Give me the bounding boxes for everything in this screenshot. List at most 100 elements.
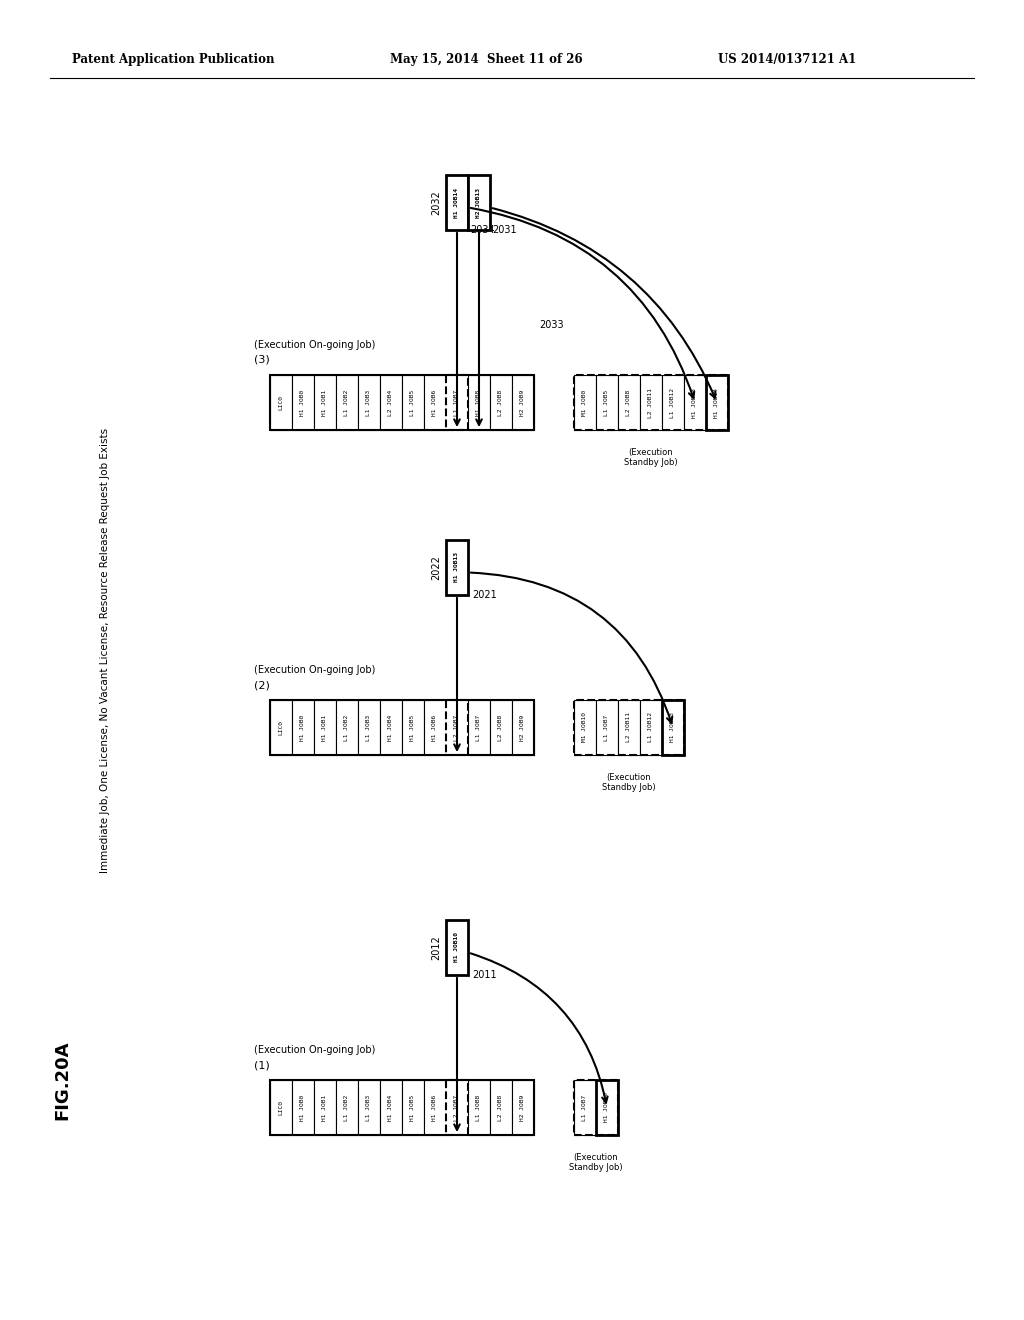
Bar (446, 700, 468, 755)
Text: H1 JOB6: H1 JOB6 (432, 389, 437, 416)
Text: (Execution
Standby Job): (Execution Standby Job) (625, 447, 678, 467)
Text: H1 JOB5: H1 JOB5 (411, 1094, 416, 1121)
Bar (292, 1080, 314, 1135)
Text: US 2014/0137121 A1: US 2014/0137121 A1 (718, 54, 856, 66)
Bar (358, 700, 380, 755)
Bar (292, 375, 314, 430)
Text: (2): (2) (254, 680, 270, 690)
Bar (314, 700, 336, 755)
Text: L1 JOB3: L1 JOB3 (367, 389, 372, 416)
Text: H1 JOB1: H1 JOB1 (323, 1094, 328, 1121)
Bar (424, 1080, 446, 1135)
Text: L2 JOB8: L2 JOB8 (499, 389, 504, 416)
Text: 2012: 2012 (431, 935, 441, 960)
Text: L1 JOB7: L1 JOB7 (455, 389, 460, 416)
Text: L1 JOB2: L1 JOB2 (344, 714, 349, 741)
Text: (1): (1) (254, 1060, 269, 1071)
Text: H1 JOB6: H1 JOB6 (432, 1094, 437, 1121)
Bar (468, 375, 490, 430)
Text: L1 JOB3: L1 JOB3 (367, 1094, 372, 1121)
Text: H1 JOB13: H1 JOB13 (692, 388, 697, 417)
Bar (270, 1080, 534, 1135)
Text: M1 JOB0: M1 JOB0 (583, 389, 588, 416)
Bar (380, 1080, 402, 1135)
Bar (662, 700, 684, 755)
Bar (574, 700, 596, 755)
Bar (270, 700, 534, 755)
Bar (446, 540, 468, 595)
Text: H1 JOB14: H1 JOB14 (715, 388, 720, 417)
Bar (618, 700, 640, 755)
Bar (512, 700, 534, 755)
Bar (468, 700, 490, 755)
Text: L2 JOB11: L2 JOB11 (627, 713, 632, 742)
Text: 2032: 2032 (431, 190, 441, 215)
Text: (Execution
Standby Job): (Execution Standby Job) (602, 774, 655, 792)
Text: L1 JOB3: L1 JOB3 (367, 714, 372, 741)
Bar (706, 375, 728, 430)
Bar (314, 1080, 336, 1135)
Text: L1 JOB2: L1 JOB2 (344, 1094, 349, 1121)
Text: H1 JOB0: H1 JOB0 (300, 1094, 305, 1121)
Bar (596, 1080, 618, 1135)
Bar (270, 700, 292, 755)
Text: H2 JOB9: H2 JOB9 (520, 1094, 525, 1121)
Bar (640, 375, 662, 430)
Text: H1 JOB6: H1 JOB6 (432, 714, 437, 741)
Text: (Execution On-going Job): (Execution On-going Job) (254, 341, 376, 350)
Bar (512, 1080, 534, 1135)
Text: L1 JOB7: L1 JOB7 (476, 714, 481, 741)
Bar (446, 1080, 468, 1135)
Text: H1 JOB4: H1 JOB4 (388, 714, 393, 741)
Text: L2 JOB8: L2 JOB8 (499, 1094, 504, 1121)
Text: L1 JOB5: L1 JOB5 (411, 389, 416, 416)
Bar (402, 700, 424, 755)
Bar (270, 375, 534, 430)
Bar (314, 375, 336, 430)
Text: L1 JOB5: L1 JOB5 (604, 389, 609, 416)
Text: M1 JOB10: M1 JOB10 (583, 713, 588, 742)
Bar (446, 375, 468, 430)
Text: L2 JOB7: L2 JOB7 (455, 1094, 460, 1121)
Text: H1 JOB13: H1 JOB13 (671, 713, 676, 742)
Bar (270, 375, 292, 430)
Bar (402, 1080, 424, 1135)
Text: FIG.20A: FIG.20A (53, 1040, 71, 1119)
Bar (402, 375, 424, 430)
Text: 2034: 2034 (470, 224, 495, 235)
Bar (424, 375, 446, 430)
Text: 2011: 2011 (472, 970, 497, 979)
Bar (596, 375, 618, 430)
Text: L2 JOB11: L2 JOB11 (648, 388, 653, 417)
Bar (640, 700, 662, 755)
Bar (358, 1080, 380, 1135)
Text: H1 JOB1: H1 JOB1 (323, 389, 328, 416)
Bar (468, 1080, 490, 1135)
Bar (574, 375, 728, 430)
Bar (468, 176, 490, 230)
Bar (336, 700, 358, 755)
Text: H2 JOB13: H2 JOB13 (476, 187, 481, 218)
Text: H1 JOB13: H1 JOB13 (455, 553, 460, 582)
Text: LIC0: LIC0 (279, 1100, 284, 1115)
Bar (574, 1080, 618, 1135)
Text: H1 JOB1: H1 JOB1 (323, 714, 328, 741)
Text: L1 JOB12: L1 JOB12 (648, 713, 653, 742)
Text: L2 JOB8: L2 JOB8 (499, 714, 504, 741)
Bar (662, 375, 684, 430)
Text: H1 JOB8: H1 JOB8 (476, 389, 481, 416)
Bar (596, 700, 618, 755)
Text: H1 JOB0: H1 JOB0 (300, 389, 305, 416)
Text: L1 JOB12: L1 JOB12 (671, 388, 676, 417)
Text: LIC0: LIC0 (279, 395, 284, 411)
Bar (490, 1080, 512, 1135)
Text: Patent Application Publication: Patent Application Publication (72, 54, 274, 66)
Bar (618, 375, 640, 430)
Text: LIC0: LIC0 (279, 719, 284, 735)
Bar (336, 1080, 358, 1135)
Text: L1 JOB8: L1 JOB8 (476, 1094, 481, 1121)
Text: 2031: 2031 (492, 224, 517, 235)
Text: (Execution
Standby Job): (Execution Standby Job) (569, 1152, 623, 1172)
Text: L2 JOB4: L2 JOB4 (388, 389, 393, 416)
Text: H1 JOB10: H1 JOB10 (455, 932, 460, 962)
